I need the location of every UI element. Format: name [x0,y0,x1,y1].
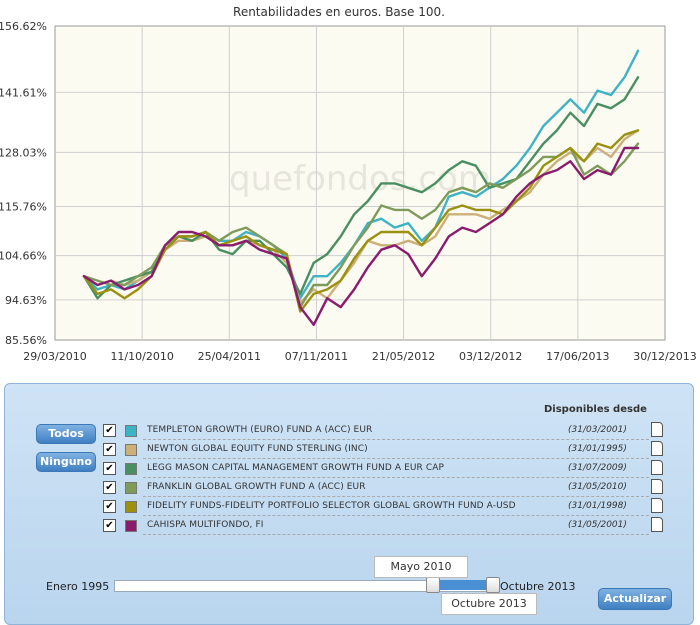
row-divider [143,515,649,516]
row-divider [143,496,649,497]
plot-area [54,25,666,341]
x-tick-label: 17/06/2013 [546,350,609,363]
available-since-header: Disponibles desde [544,404,647,415]
select-none-button[interactable]: Ninguno [36,452,96,472]
chart-title: Rentabilidades en euros. Base 100. [233,5,445,19]
fund-available-date: (31/05/2010) [568,482,627,492]
x-tick-label: 21/05/2012 [372,350,435,363]
series-line-2 [82,129,640,304]
fund-available-date: (31/03/2001) [568,425,627,435]
fund-color-swatch [125,444,137,456]
update-button[interactable]: Actualizar [598,588,672,610]
y-tick-label: 156.62% [0,20,47,33]
fund-name: CAHISPA MULTIFONDO, FI [147,520,264,530]
series-line-5 [82,129,640,313]
chart-watermark: quefondos.com [229,159,491,199]
x-tick-label: 25/04/2011 [198,350,261,363]
fund-checkbox[interactable]: ✔ [103,519,116,532]
slider-max-label: Octubre 2013 [500,580,576,593]
fund-color-swatch [125,463,137,475]
y-tick-label: 128.03% [0,146,47,159]
fund-checkbox[interactable]: ✔ [103,500,116,513]
fund-row: ✔ TEMPLETON GROWTH (EURO) FUND A (ACC) EU… [103,422,663,440]
document-icon[interactable] [651,441,663,456]
fund-name: TEMPLETON GROWTH (EURO) FUND A (ACC) EUR [147,425,373,435]
slider-from-tooltip: Mayo 2010 [374,556,468,578]
fund-row: ✔ LEGG MASON CAPITAL MANAGEMENT GROWTH FU… [103,460,663,478]
slider-min-label: Enero 1995 [46,580,110,593]
fund-row: ✔ FRANKLIN GLOBAL GROWTH FUND A (ACC) EUR… [103,479,663,497]
fund-name: FRANKLIN GLOBAL GROWTH FUND A (ACC) EUR [147,482,366,492]
series-line-6 [82,146,640,326]
fund-available-date: (31/05/2001) [568,520,627,530]
document-icon[interactable] [651,460,663,475]
row-divider [143,534,649,535]
y-axis: 85.56% 94.63% 104.66% 115.76% 128.03% 141.61%… [0,20,47,347]
y-tick-label: 141.61% [0,86,47,99]
fund-color-swatch [125,482,137,494]
y-tick-label: 115.76% [0,201,47,214]
series-lines [82,49,640,326]
x-tick-label: 03/12/2012 [459,350,522,363]
row-divider [143,458,649,459]
fund-color-swatch [125,425,137,437]
fund-available-date: (31/07/2009) [568,463,627,473]
fund-checkbox[interactable]: ✔ [103,481,116,494]
y-tick-label: 104.66% [0,250,47,263]
chart: Rentabilidades en euros. Base 100. quefo… [0,5,697,363]
fund-checkbox[interactable]: ✔ [103,462,116,475]
x-tick-label: 30/12/2013 [633,350,696,363]
x-tick-label: 07/11/2011 [285,350,348,363]
fund-available-date: (31/01/1998) [568,501,627,511]
fund-color-swatch [125,520,137,532]
fund-name: LEGG MASON CAPITAL MANAGEMENT GROWTH FUN… [147,463,445,473]
x-tick-label: 29/03/2010 [23,350,86,363]
fund-name: FIDELITY FUNDS-FIDELITY PORTFOLIO SELECT… [147,501,516,511]
y-tick-label: 94.63% [5,294,47,307]
fund-available-date: (31/01/1995) [568,444,627,454]
row-divider [143,439,649,440]
document-icon[interactable] [651,517,663,532]
document-icon[interactable] [651,422,663,437]
fund-row: ✔ CAHISPA MULTIFONDO, FI (31/05/2001) [103,517,663,535]
fund-row: ✔ FIDELITY FUNDS-FIDELITY PORTFOLIO SELEC… [103,498,663,516]
x-tick-label: 11/10/2010 [110,350,173,363]
document-icon[interactable] [651,479,663,494]
fund-name: NEWTON GLOBAL EQUITY FUND STERLING (INC) [147,444,368,454]
fund-checkbox[interactable]: ✔ [103,443,116,456]
document-icon[interactable] [651,498,663,513]
slider-thumb-from[interactable] [425,577,440,593]
y-tick-label: 85.56% [5,334,47,347]
fund-color-swatch [125,501,137,513]
select-all-button[interactable]: Todos [36,424,96,444]
fund-row: ✔ NEWTON GLOBAL EQUITY FUND STERLING (INC… [103,441,663,459]
x-axis: 29/03/2010 11/10/2010 25/04/2011 07/11/2011… [23,350,696,363]
row-divider [143,477,649,478]
slider-to-tooltip: Octubre 2013 [441,593,537,615]
date-range-selected [431,580,486,590]
slider-thumb-to[interactable] [486,577,500,593]
fund-checkbox[interactable]: ✔ [103,424,116,437]
